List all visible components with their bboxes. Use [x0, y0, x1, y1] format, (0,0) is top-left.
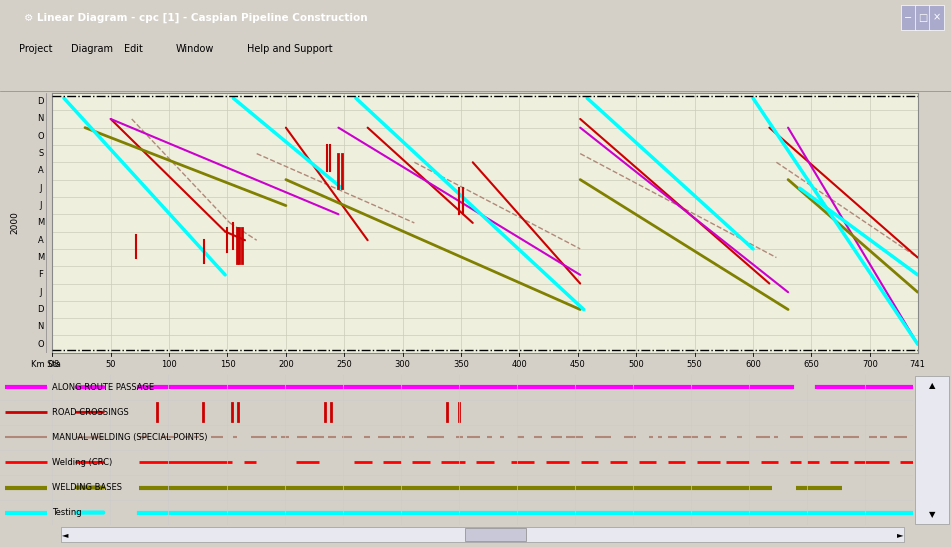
Text: Help and Support: Help and Support [247, 44, 333, 54]
Text: N: N [38, 322, 44, 331]
Text: 650: 650 [804, 360, 820, 369]
Text: 550: 550 [687, 360, 703, 369]
FancyBboxPatch shape [915, 376, 949, 523]
Text: 50: 50 [106, 360, 116, 369]
Text: 350: 350 [453, 360, 469, 369]
Text: −: − [904, 13, 912, 23]
Text: N: N [38, 114, 44, 124]
Text: 2000: 2000 [10, 212, 19, 234]
FancyBboxPatch shape [465, 528, 526, 542]
Text: MANUAL WELDING (SPECIAL POINTS): MANUAL WELDING (SPECIAL POINTS) [52, 433, 208, 442]
Text: M: M [37, 253, 45, 262]
Text: ×: × [933, 13, 941, 23]
Text: D: D [37, 97, 44, 106]
Text: Welding (CRC): Welding (CRC) [52, 458, 112, 467]
Text: ROAD CROSSINGS: ROAD CROSSINGS [52, 408, 129, 417]
FancyBboxPatch shape [915, 5, 930, 30]
Text: ▼: ▼ [929, 510, 935, 519]
Text: 450: 450 [570, 360, 586, 369]
Text: ⚙ Linear Diagram - cpc [1] - Caspian Pipeline Construction: ⚙ Linear Diagram - cpc [1] - Caspian Pip… [24, 13, 367, 23]
FancyBboxPatch shape [61, 527, 904, 543]
Text: ▲: ▲ [929, 381, 935, 389]
Text: ◄: ◄ [62, 530, 68, 539]
Text: J: J [40, 288, 42, 296]
Text: Testing: Testing [52, 508, 82, 517]
Text: WELDING BASES: WELDING BASES [52, 483, 123, 492]
Text: 741: 741 [910, 360, 925, 369]
Text: A: A [38, 166, 44, 176]
Text: F: F [38, 270, 43, 280]
Text: 500: 500 [629, 360, 644, 369]
Text: D: D [37, 305, 44, 314]
Text: 600: 600 [745, 360, 761, 369]
Text: 100: 100 [162, 360, 177, 369]
FancyBboxPatch shape [929, 5, 944, 30]
Text: Diagram: Diagram [71, 44, 113, 54]
Text: O: O [37, 340, 44, 348]
Text: O: O [37, 132, 44, 141]
Text: 700: 700 [862, 360, 878, 369]
Text: .08: .08 [46, 360, 59, 369]
FancyBboxPatch shape [901, 5, 916, 30]
Text: Edit: Edit [124, 44, 143, 54]
Text: 200: 200 [278, 360, 294, 369]
Text: M: M [37, 218, 45, 228]
Text: ALONG ROUTE PASSAGE: ALONG ROUTE PASSAGE [52, 383, 154, 392]
Text: Project: Project [19, 44, 52, 54]
Text: S: S [38, 149, 44, 158]
Text: 150: 150 [220, 360, 235, 369]
Text: Window: Window [176, 44, 214, 54]
Text: J: J [40, 201, 42, 210]
Text: Km Sta: Km Sta [31, 360, 61, 369]
Text: A: A [38, 236, 44, 245]
Text: ►: ► [897, 530, 903, 539]
Text: 300: 300 [395, 360, 411, 369]
Text: 400: 400 [512, 360, 528, 369]
Text: J: J [40, 184, 42, 193]
Text: 250: 250 [337, 360, 352, 369]
Text: □: □ [918, 13, 927, 23]
